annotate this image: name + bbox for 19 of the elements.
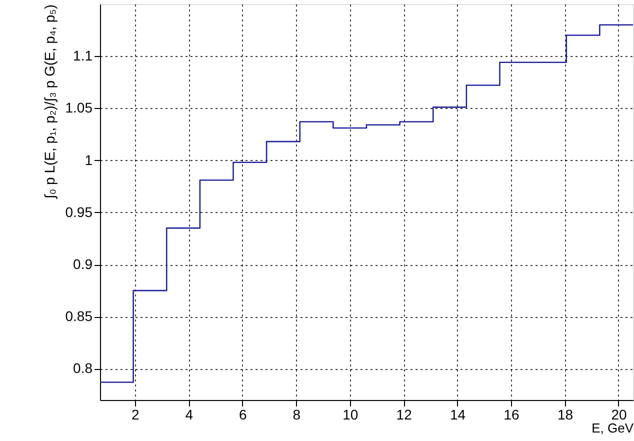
x-tick-label: 2 [132,406,140,422]
y-tick-label: 0.95 [65,204,93,220]
y-tick-label: 0.9 [73,256,93,272]
x-axis-title: E, GeV [592,420,634,436]
y-tick-label: 1.05 [65,100,93,116]
x-tick-label: 10 [342,406,358,422]
x-tick-label: 20 [611,406,627,422]
y-tick-label: 1 [84,152,93,168]
x-tick-label: 8 [292,406,301,422]
y-tick-label: 0.85 [65,308,93,324]
x-tick-label: 18 [557,406,574,422]
x-tick-label: 4 [185,406,194,422]
x-tick-label: 14 [450,406,466,422]
y-tick-label: 0.8 [73,360,93,376]
y-axis-title: ∫₀ p L(E, p₁, p₂)/∫₃ p G(E, p₄, p₅) [41,4,58,200]
x-tick-label: 6 [238,406,247,422]
y-tick-label: 1.1 [73,48,93,64]
x-tick-label: 16 [504,406,520,422]
x-tick-label: 12 [396,406,412,422]
